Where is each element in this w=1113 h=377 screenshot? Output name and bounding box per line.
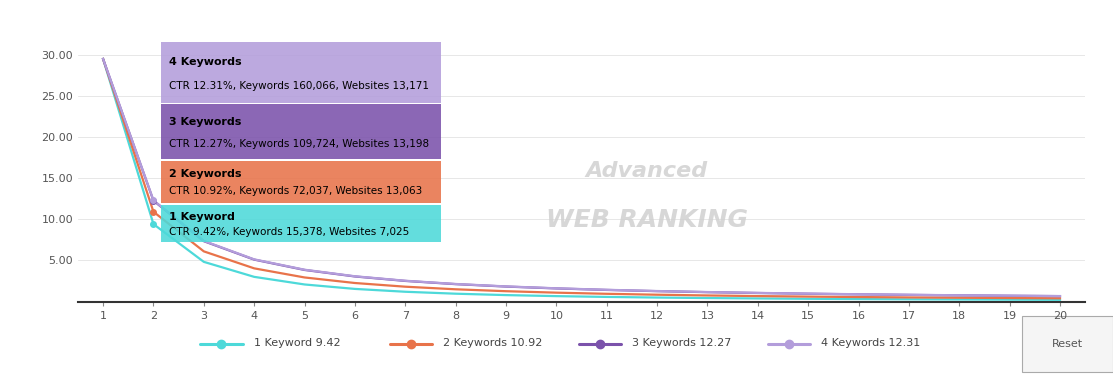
Text: 4 Keywords: 4 Keywords bbox=[168, 57, 242, 67]
Text: 4 Keywords 12.31: 4 Keywords 12.31 bbox=[821, 338, 920, 348]
Text: CTR 9.42%, Keywords 15,378, Websites 7,025: CTR 9.42%, Keywords 15,378, Websites 7,0… bbox=[168, 227, 408, 237]
Text: 3 Keywords 12.27: 3 Keywords 12.27 bbox=[632, 338, 731, 348]
FancyBboxPatch shape bbox=[161, 161, 441, 203]
Text: CTR 12.27%, Keywords 109,724, Websites 13,198: CTR 12.27%, Keywords 109,724, Websites 1… bbox=[168, 139, 429, 149]
FancyBboxPatch shape bbox=[161, 205, 441, 242]
Text: CTR 10.92%, Keywords 72,037, Websites 13,063: CTR 10.92%, Keywords 72,037, Websites 13… bbox=[168, 186, 422, 196]
Text: 3 Keywords: 3 Keywords bbox=[168, 117, 240, 127]
Text: Advanced: Advanced bbox=[585, 161, 708, 181]
Text: 2 Keywords: 2 Keywords bbox=[168, 169, 242, 179]
Text: Reset: Reset bbox=[1052, 339, 1083, 349]
Text: 1 Keyword 9.42: 1 Keyword 9.42 bbox=[254, 338, 341, 348]
Text: CTR 12.31%, Keywords 160,066, Websites 13,171: CTR 12.31%, Keywords 160,066, Websites 1… bbox=[168, 81, 429, 91]
FancyBboxPatch shape bbox=[161, 43, 441, 103]
Text: 2 Keywords 10.92: 2 Keywords 10.92 bbox=[443, 338, 542, 348]
FancyBboxPatch shape bbox=[1022, 316, 1113, 372]
Text: 1 Keyword: 1 Keyword bbox=[168, 211, 235, 222]
Text: WEB RANKING: WEB RANKING bbox=[546, 208, 748, 232]
FancyBboxPatch shape bbox=[161, 104, 441, 159]
